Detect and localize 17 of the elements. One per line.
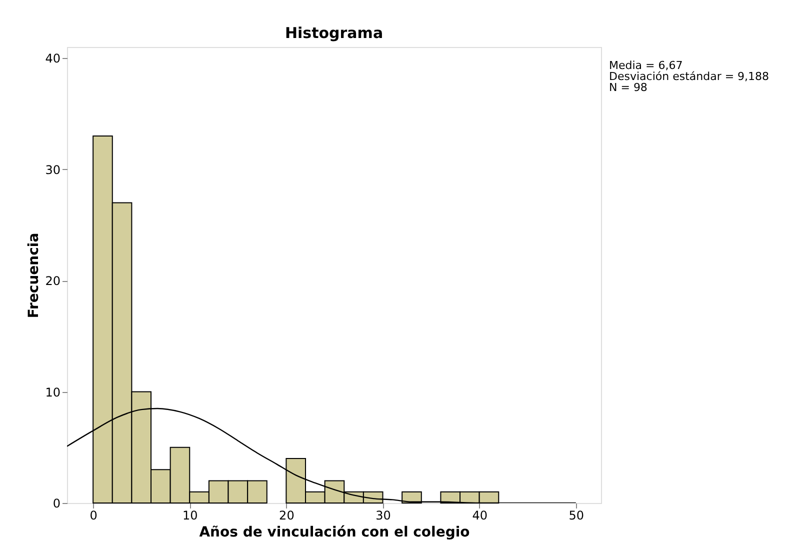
x-tick-label: 30	[376, 508, 391, 522]
y-tick-label: 20	[45, 274, 60, 288]
y-tick-label: 0	[52, 496, 60, 510]
chart-title: Histograma	[284, 24, 384, 42]
y-tick-label: 30	[45, 162, 60, 177]
y-tick-label: 40	[45, 52, 60, 66]
x-tick-label: 20	[279, 508, 294, 522]
x-tick-label: 0	[90, 508, 98, 522]
text: Desviación estándar = 9,188	[609, 70, 770, 83]
text: N = 98	[609, 81, 648, 94]
text: Media = 6,67	[609, 59, 683, 72]
x-tick-label: 50	[568, 508, 584, 522]
x-tick-label: 40	[472, 508, 488, 522]
y-axis-title: Frecuencia	[26, 232, 42, 318]
y-tick-label: 10	[45, 385, 60, 400]
x-tick-label: 10	[182, 508, 198, 522]
x-axis-title: Años de vinculación con el colegio	[199, 524, 470, 540]
